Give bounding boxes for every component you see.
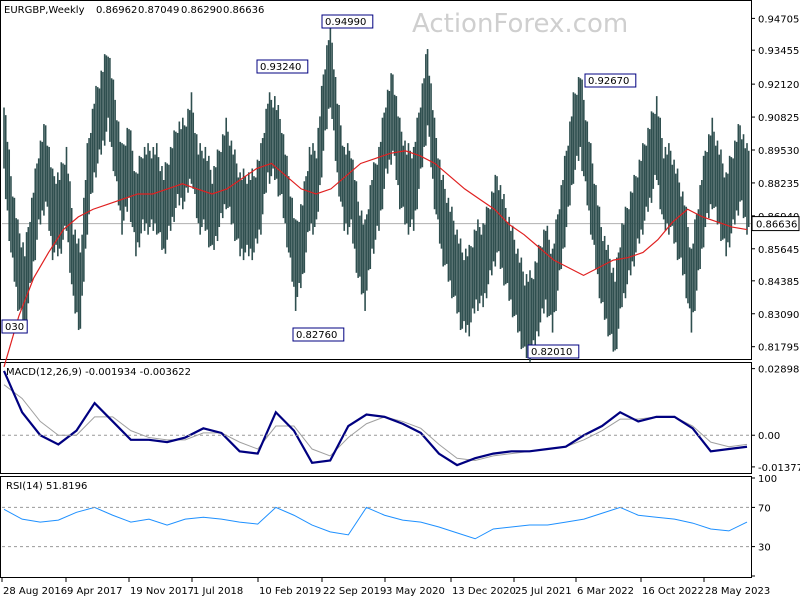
annotation-label: 030 <box>5 322 24 333</box>
ohlc-high: 0.87049 <box>138 5 179 16</box>
y-tick-label: 0.85645 <box>758 245 799 256</box>
annotation-box <box>527 344 580 359</box>
x-tick-label: 3 May 2020 <box>386 586 445 597</box>
y-tick-label: 0.028988 <box>758 365 800 376</box>
x-tick-label: 1 Jul 2018 <box>193 586 243 597</box>
price-axis: 0.94705 0.93455 0.92120 0.90825 0.89530 0.882… <box>751 14 800 354</box>
y-tick-label: 0.92120 <box>758 80 799 91</box>
annotation-label: 0.92670 <box>588 76 629 87</box>
y-tick-label: 0.89530 <box>758 146 799 157</box>
y-tick-label: 0.81795 <box>758 343 799 354</box>
moving-average-line <box>3 150 748 368</box>
y-tick-label: 0.94705 <box>758 14 799 25</box>
x-tick-label: 6 Mar 2022 <box>577 586 634 597</box>
y-tick-label: 100 <box>758 474 777 485</box>
signal-line <box>3 384 748 462</box>
macd-series <box>2 370 748 467</box>
x-tick-label: 13 Dec 2020 <box>452 586 516 597</box>
y-tick-label: -0.013779 <box>758 463 800 474</box>
x-tick-label: 10 Feb 2019 <box>259 586 321 597</box>
ohlc-open: 0.86962 <box>96 5 137 16</box>
y-tick-label: 0.90825 <box>758 113 799 124</box>
y-tick-label: 30 <box>758 543 771 554</box>
annotation-box <box>292 327 345 342</box>
macd-axis: 0.028988 0.00 -0.013779 <box>2 365 800 474</box>
annotation-label: 0.94990 <box>325 17 366 28</box>
y-tick-label: 0.83090 <box>758 310 799 321</box>
macd-title: MACD(12,26,9) -0.001934 -0.003622 <box>6 367 191 378</box>
ohlc-close: 0.86636 <box>223 5 264 16</box>
annotation-label: 0.82760 <box>296 330 337 341</box>
x-tick-label: 28 May 2023 <box>705 586 770 597</box>
annotation-box <box>256 59 309 74</box>
x-tick-label: 22 Sep 2019 <box>323 586 386 597</box>
ohlc-low: 0.86290 <box>181 5 222 16</box>
watermark: ActionForex.com <box>412 9 628 39</box>
annotation-label: 0.82010 <box>531 347 572 358</box>
annotation-box <box>321 14 374 29</box>
y-tick-label: 0.88235 <box>758 179 799 190</box>
current-price-box <box>751 216 800 232</box>
macd-panel <box>0 362 752 474</box>
x-tick-label: 25 Jul 2021 <box>515 586 572 597</box>
rsi-series <box>3 506 748 540</box>
annotation-label: 0.93240 <box>260 62 301 73</box>
x-tick-label: 28 Aug 2016 <box>3 586 67 597</box>
x-tick-label: 19 Nov 2017 <box>130 586 194 597</box>
macd-line <box>2 370 748 467</box>
chart-title: EURGBP,Weekly <box>4 5 85 16</box>
ohlc-readout: 0.86962 0.87049 0.86290 0.86636 <box>96 5 264 16</box>
rsi-axis: 100 70 30 <box>2 474 777 577</box>
rsi-title: RSI(14) 51.8196 <box>6 481 87 492</box>
rsi-panel <box>0 476 752 578</box>
rsi-line <box>3 506 748 540</box>
price-annotations: 0.94990 0.93240 0.92670 0.82760 0.82010 030 <box>1 14 637 359</box>
y-tick-label: 0.84385 <box>758 277 799 288</box>
current-price-label: 0.86636 <box>756 220 797 231</box>
annotation-box <box>584 73 637 88</box>
annotation-box <box>1 319 28 334</box>
price-series <box>3 15 750 368</box>
y-tick-label: 0.93455 <box>758 46 799 57</box>
y-tick-label: 70 <box>758 503 771 514</box>
x-tick-label: 16 Oct 2022 <box>642 586 704 597</box>
y-tick-label: 0.00 <box>758 431 780 442</box>
x-tick-label: 9 Apr 2017 <box>67 586 122 597</box>
